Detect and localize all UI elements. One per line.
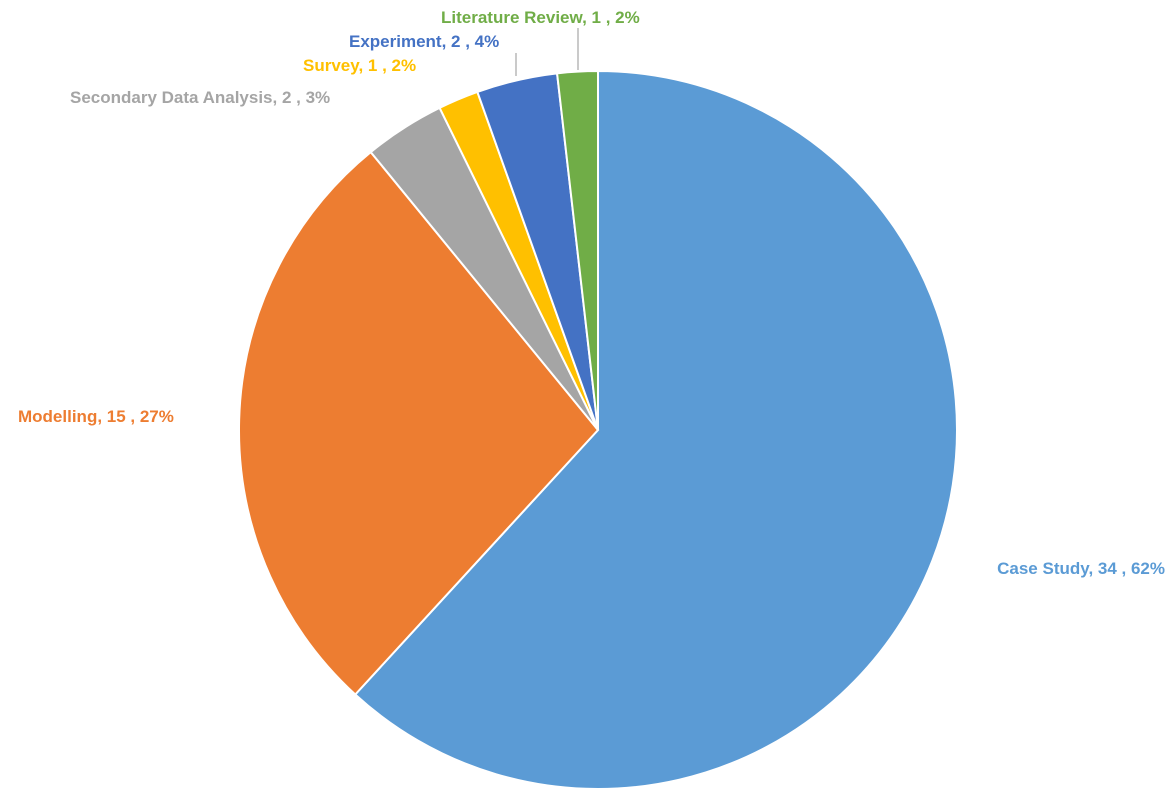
data-label-case-study: Case Study, 34 , 62% [997,559,1165,578]
data-label-survey: Survey, 1 , 2% [303,56,416,75]
pie-slice-modelling [238,150,600,696]
data-label-secondary-data-analysis: Secondary Data Analysis, 2 , 3% [70,88,330,107]
data-label-literature-review: Literature Review, 1 , 2% [441,8,640,27]
data-label-experiment: Experiment, 2 , 4% [349,32,499,51]
leader-lines [515,28,579,76]
pie-slices [238,69,958,790]
pie-slice-case-study [353,69,958,790]
data-labels: Case Study, 34 , 62% Modelling, 15 , 27% S… [18,8,1165,578]
pie-slice-literature-review [555,69,599,431]
data-label-modelling: Modelling, 15 , 27% [18,407,174,426]
